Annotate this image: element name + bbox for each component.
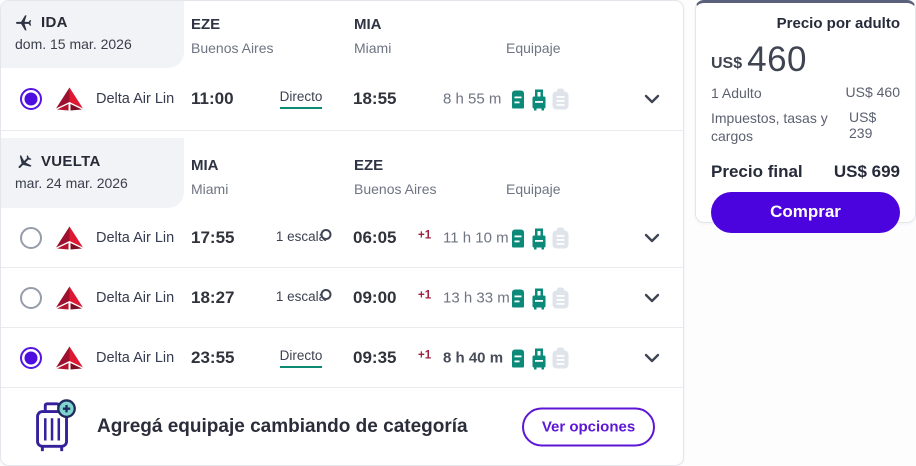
delta-airline-logo [56, 87, 83, 111]
checked-bag-excluded-icon [552, 347, 569, 368]
price-line-value: US$ 460 [845, 84, 900, 100]
expand-details-chevron-icon[interactable] [639, 225, 665, 251]
currency-label: US$ [711, 55, 743, 72]
flight-row-return-2[interactable]: Delta Air Lin 18:27 1 escala 09:00 +1 13… [1, 268, 683, 328]
expand-details-chevron-icon[interactable] [639, 345, 665, 371]
departure-plane-icon [16, 15, 32, 31]
stops-indicator: Directo [265, 348, 337, 368]
expand-details-chevron-icon[interactable] [639, 86, 665, 112]
flight-duration: 11 h 10 m [443, 229, 509, 246]
final-price-value: US$ 699 [833, 161, 900, 181]
expand-details-chevron-icon[interactable] [639, 285, 665, 311]
flight-results-card: IDA dom. 15 mar. 2026 EZE Buenos Aires M… [0, 0, 684, 466]
return-baggage-header: Equipaje [506, 181, 561, 197]
return-date: mar. 24 mar. 2026 [15, 175, 128, 191]
arrival-time: 09:35 [353, 347, 397, 367]
plus-days-badge: +1 [418, 348, 432, 361]
departure-time: 17:55 [191, 227, 235, 247]
price-per-adult-title: Precio por adulto [776, 15, 900, 32]
price-line-label: 1 Adulto [711, 85, 762, 101]
outbound-section-header: IDA dom. 15 mar. 2026 EZE Buenos Aires M… [1, 1, 683, 68]
stops-indicator: Directo [265, 89, 337, 109]
buy-button[interactable]: Comprar [711, 191, 900, 233]
carryon-included-icon [532, 228, 546, 249]
price-line-taxes: Impuestos, tasas y cargos US$ 239 [711, 109, 900, 145]
flight-row-outbound[interactable]: Delta Air Lin 11:00 Directo 18:55 8 h 55… [1, 68, 683, 131]
baggage-allowance-icons [509, 88, 570, 111]
return-dest-city: Buenos Aires [354, 181, 437, 197]
add-luggage-icon [36, 398, 77, 453]
arrival-time: 09:00 [353, 287, 397, 307]
delta-airline-logo [56, 226, 83, 249]
airline-name: Delta Air Lin [96, 229, 175, 246]
carryon-included-icon [532, 89, 546, 111]
view-options-button[interactable]: Ver opciones [522, 407, 655, 446]
price-line-label: Impuestos, tasas y cargos [711, 110, 828, 145]
return-origin-code: MIA [191, 157, 219, 174]
flight-duration: 8 h 55 m [443, 90, 502, 108]
outbound-label-box: IDA dom. 15 mar. 2026 [1, 1, 184, 68]
baggage-upsell-banner: Agregá equipaje cambiando de categoría V… [1, 388, 683, 465]
price-amount: 460 [747, 40, 808, 79]
airline-name: Delta Air Lin [96, 289, 175, 306]
stops-indicator: 1 escala [275, 228, 327, 244]
departure-time: 18:27 [191, 287, 235, 307]
outbound-origin-city: Buenos Aires [191, 40, 274, 56]
outbound-dest-code: MIA [354, 16, 382, 33]
delta-airline-logo [56, 346, 83, 369]
backpack-included-icon [512, 289, 524, 307]
outbound-label: IDA [41, 14, 68, 31]
outbound-baggage-header: Equipaje [506, 40, 561, 56]
stops-indicator: 1 escala [275, 288, 327, 304]
flight-radio[interactable] [20, 346, 42, 369]
flight-radio[interactable] [20, 88, 42, 110]
baggage-allowance-icons [509, 346, 570, 369]
backpack-included-icon [512, 349, 524, 367]
checked-bag-excluded-icon [552, 227, 569, 248]
flight-row-return-3[interactable]: Delta Air Lin 23:55 Directo 09:35 +1 8 h… [1, 328, 683, 388]
baggage-allowance-icons [509, 286, 570, 309]
delta-airline-logo [56, 286, 83, 309]
carryon-included-icon [532, 288, 546, 309]
return-label-box: VUELTA mar. 24 mar. 2026 [1, 138, 184, 208]
arrival-time: 06:05 [353, 227, 397, 247]
price-line-adult: 1 Adulto US$ 460 [711, 84, 900, 102]
main-price: US$ 460 [711, 42, 900, 77]
return-dest-code: EZE [354, 157, 384, 174]
flight-radio[interactable] [20, 286, 42, 309]
departure-time: 11:00 [191, 89, 234, 108]
backpack-included-icon [512, 229, 524, 247]
checked-bag-excluded-icon [552, 88, 569, 110]
carryon-included-icon [532, 348, 546, 369]
flight-duration: 8 h 40 m [443, 349, 504, 366]
airline-name: Delta Air Lin [96, 349, 175, 366]
price-summary-card: Precio por adulto US$ 460 1 Adulto US$ 4… [695, 0, 916, 233]
outbound-dest-city: Miami [354, 40, 392, 56]
return-label: VUELTA [41, 153, 101, 170]
arrival-plane-icon [13, 151, 35, 174]
baggage-allowance-icons [509, 226, 570, 249]
price-line-value: US$ 239 [849, 109, 877, 142]
departure-time: 23:55 [191, 347, 235, 367]
flight-row-return-1[interactable]: Delta Air Lin 17:55 1 escala 06:05 +1 11… [1, 208, 683, 268]
backpack-included-icon [512, 90, 524, 109]
flight-duration: 13 h 33 m [443, 289, 510, 306]
final-price-row: Precio final US$ 699 [711, 162, 900, 182]
return-origin-city: Miami [191, 181, 229, 197]
final-price-label: Precio final [711, 161, 803, 181]
baggage-upsell-text: Agregá equipaje cambiando de categoría [97, 415, 468, 437]
return-section-header: VUELTA mar. 24 mar. 2026 MIA Miami EZE B… [1, 131, 683, 208]
plus-days-badge: +1 [418, 228, 432, 241]
flight-radio[interactable] [20, 226, 42, 249]
arrival-time: 18:55 [353, 89, 397, 108]
plus-days-badge: +1 [418, 288, 432, 301]
outbound-date: dom. 15 mar. 2026 [15, 36, 132, 52]
airline-name: Delta Air Lin [96, 91, 175, 107]
checked-bag-excluded-icon [552, 287, 569, 308]
outbound-origin-code: EZE [191, 16, 221, 33]
